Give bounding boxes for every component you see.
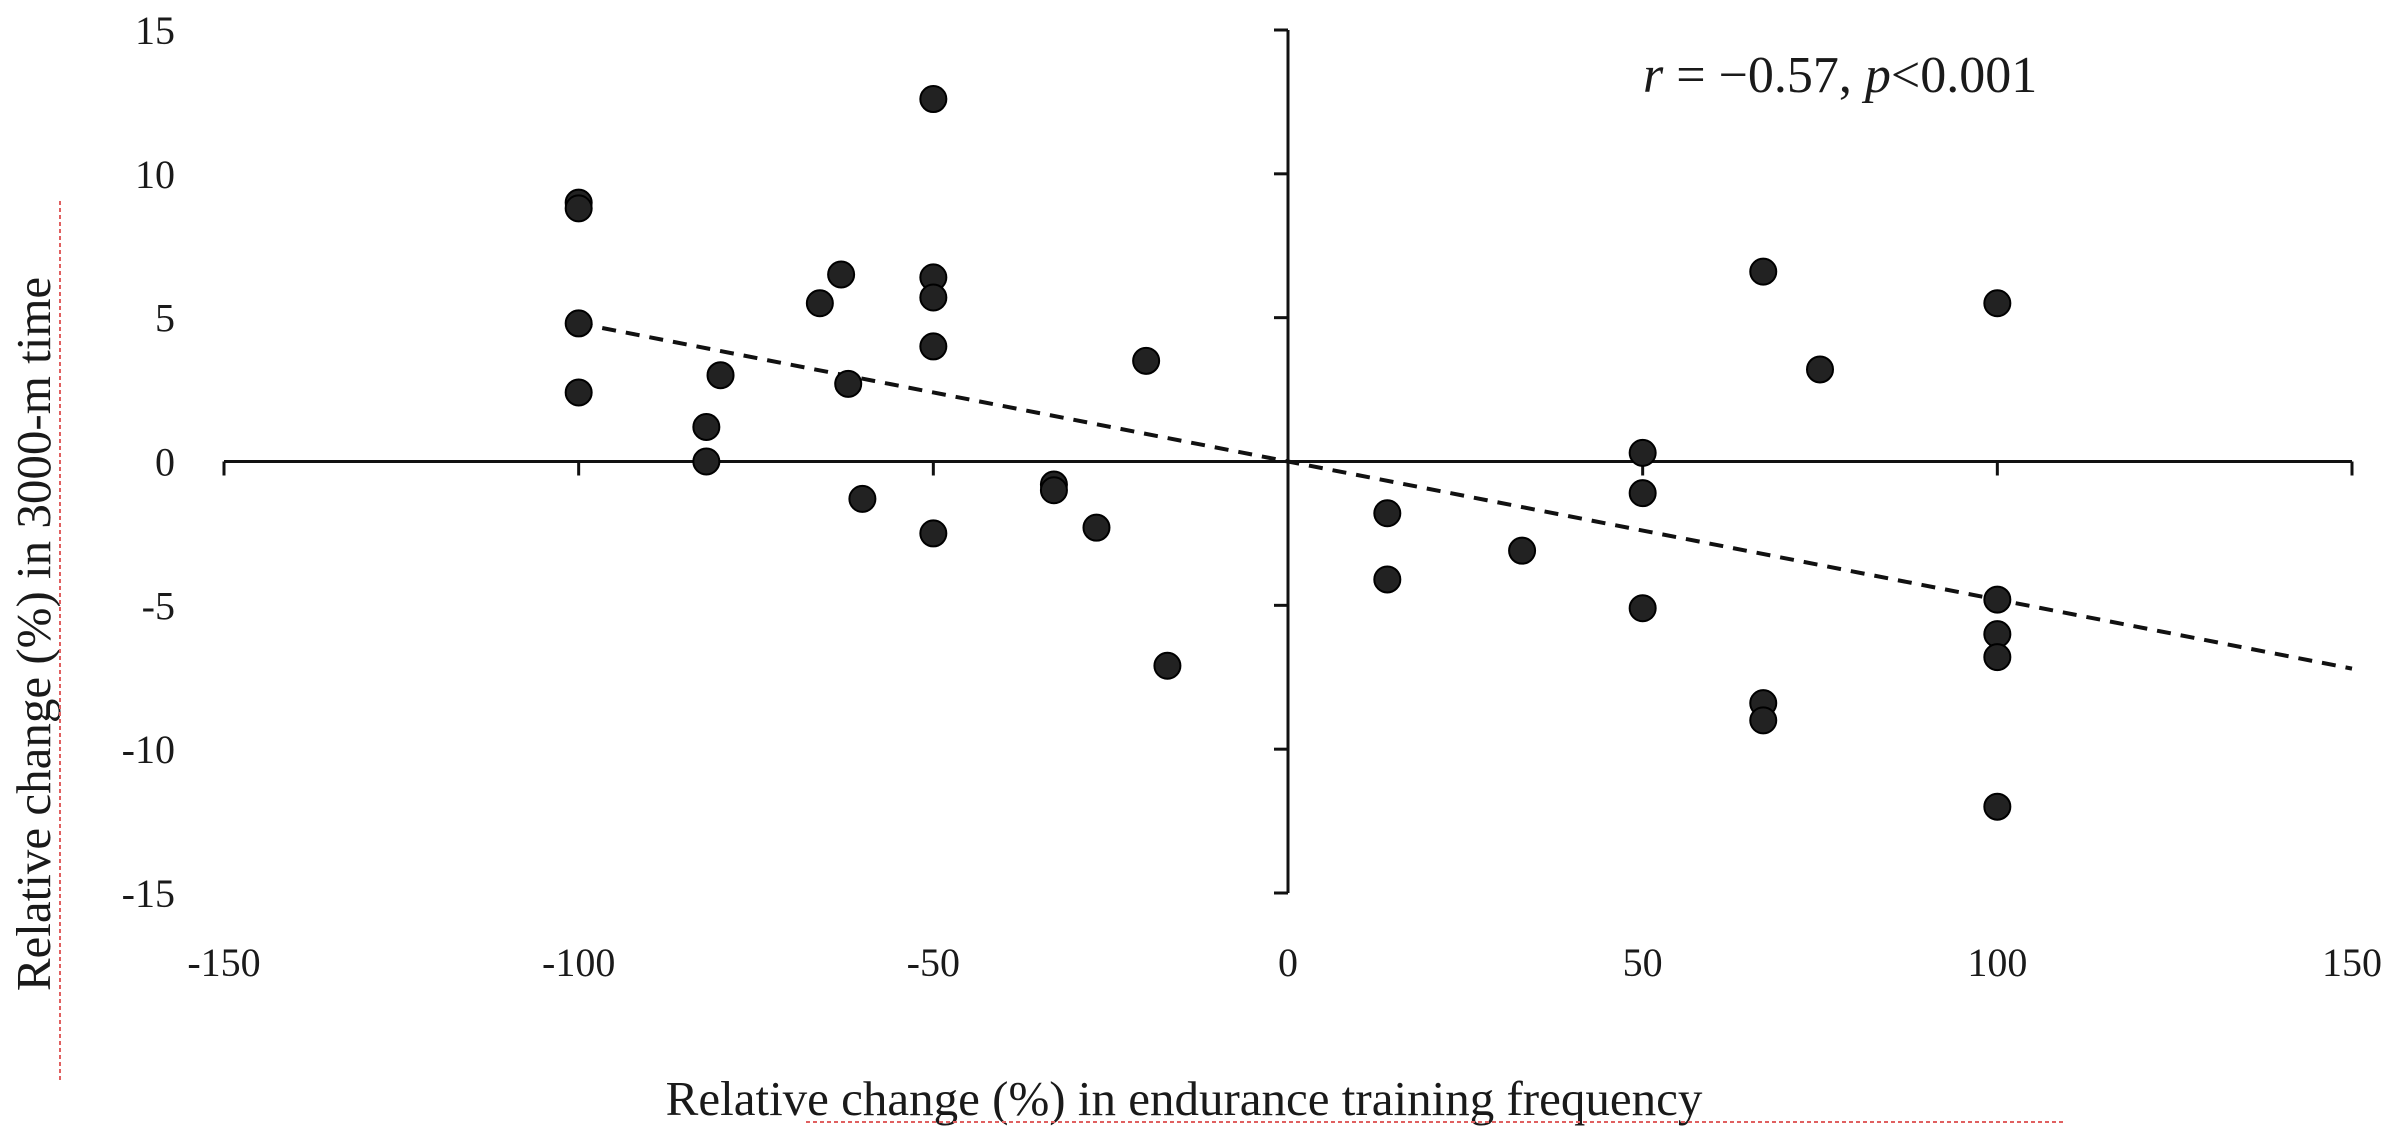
x-tick-label: -150 (187, 940, 260, 985)
x-axis-title: Relative change (%) in endurance trainin… (666, 1071, 1703, 1126)
data-point (1628, 479, 1657, 508)
x-tick-label: -100 (542, 940, 615, 985)
data-point (834, 369, 863, 398)
data-point (692, 412, 721, 441)
r-value: = −0.57, (1663, 47, 1865, 104)
data-point (1508, 536, 1537, 565)
data-point (919, 85, 948, 114)
data-point (848, 484, 877, 513)
data-point (564, 194, 593, 223)
data-point (1628, 594, 1657, 623)
data-point (692, 447, 721, 476)
data-point (1983, 792, 2012, 821)
data-point (564, 378, 593, 407)
y-tick-label: -10 (122, 727, 175, 772)
x-tick-label: 100 (1967, 940, 2027, 985)
data-points (564, 85, 2012, 821)
p-symbol: p (1861, 47, 1891, 104)
y-tick-label: 15 (135, 8, 175, 53)
data-point (805, 289, 834, 318)
data-point (1628, 438, 1657, 467)
data-point (1749, 706, 1778, 735)
data-point (1806, 355, 1834, 384)
data-point (919, 332, 948, 361)
r-symbol: r (1643, 47, 1664, 104)
trendline (578, 321, 2353, 671)
data-point (1132, 346, 1161, 375)
data-point (1373, 499, 1402, 528)
data-point (827, 260, 856, 289)
y-tick-label: 10 (135, 152, 175, 197)
trendline-group (578, 321, 2353, 671)
correlation-annotation: r = −0.57, p<0.001 (1643, 47, 2037, 104)
data-point (1983, 643, 2012, 672)
data-point (1749, 257, 1778, 286)
x-tick-label: 150 (2322, 940, 2382, 985)
data-point (1039, 476, 1068, 505)
data-point (919, 283, 948, 312)
y-tick-label: 0 (155, 440, 175, 485)
data-point (564, 309, 593, 338)
data-point (1983, 289, 2012, 318)
x-tick-label: 50 (1623, 940, 1663, 985)
y-tick-label: -5 (142, 583, 175, 628)
x-tick-label: 0 (1278, 940, 1298, 985)
data-point (919, 519, 948, 548)
p-value: <0.001 (1891, 47, 2037, 104)
data-point (706, 361, 735, 390)
data-point (1983, 585, 2012, 614)
x-tick-label: -50 (907, 940, 960, 985)
data-point (1373, 565, 1402, 594)
y-axis-title: Relative change (%) in 3000-m time (6, 277, 61, 991)
y-tick-label: -15 (122, 871, 175, 916)
data-point (1153, 651, 1182, 680)
data-point (1082, 513, 1111, 542)
y-tick-label: 5 (155, 296, 175, 341)
